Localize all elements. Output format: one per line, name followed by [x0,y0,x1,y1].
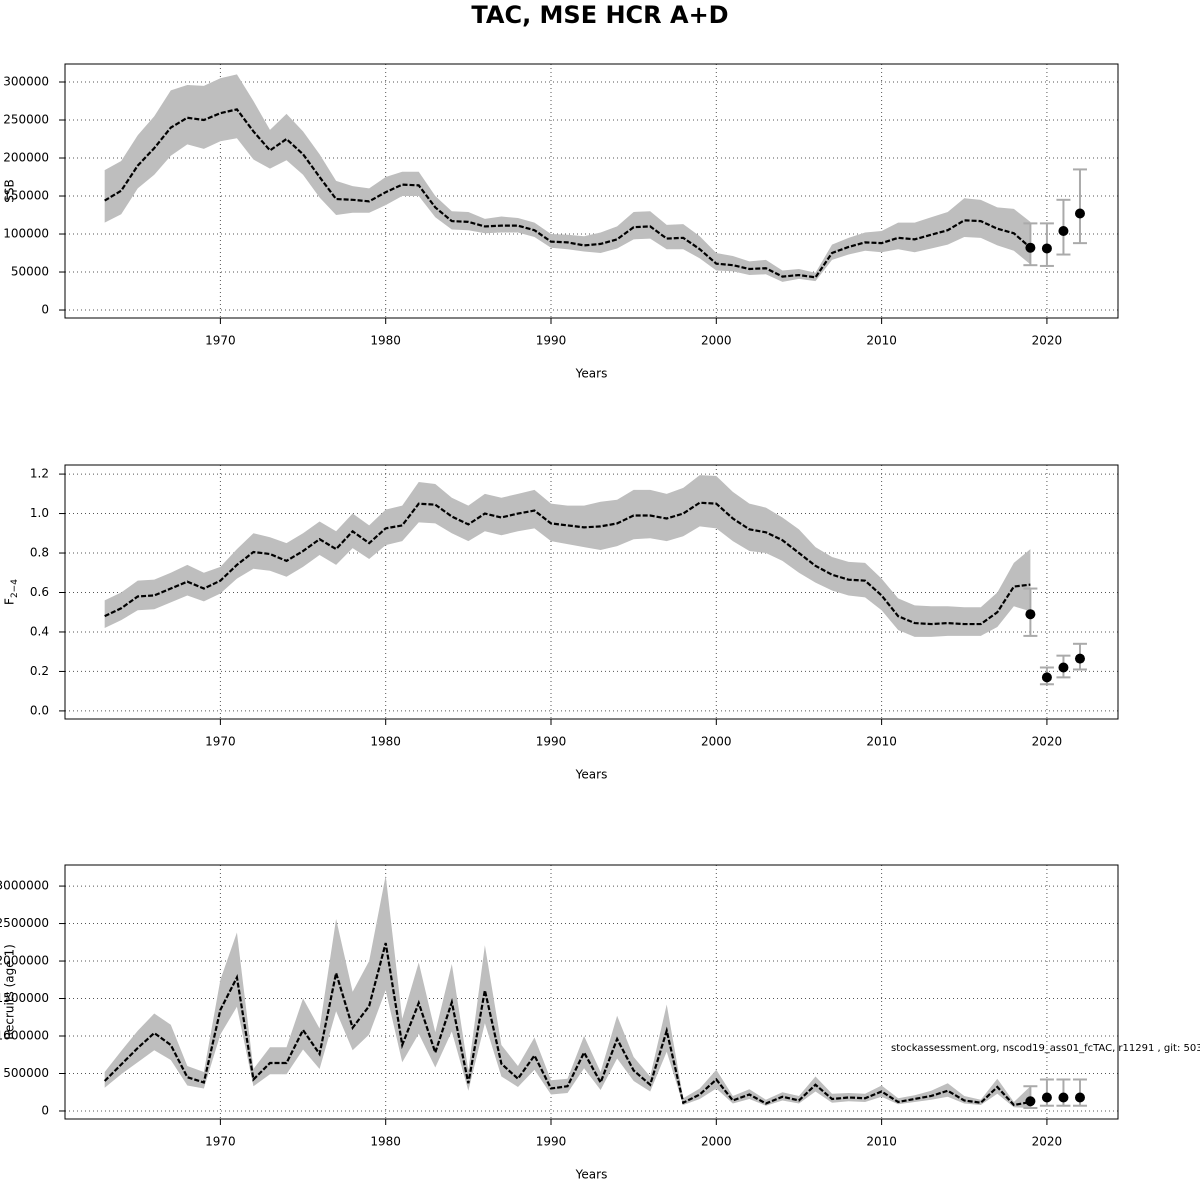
y-tick-label: 100000 [3,227,49,241]
y-tick-label: 0.8 [30,546,49,560]
plot-frame [64,464,1119,720]
y-axis-label-subscript: 2−4 [10,579,20,598]
forecast-point [1074,653,1085,664]
x-tick-label: 2020 [1032,735,1063,749]
estimate-line [104,501,1031,626]
y-tick-label: 200000 [3,151,49,165]
y-tick-label: 1500000 [0,991,49,1005]
y-tick-label: 0.4 [30,624,49,638]
y-tick-label: 0.0 [30,703,49,717]
x-tick-label: 1980 [370,1135,401,1149]
forecast-point [1041,1092,1052,1103]
confidence-band [104,875,1031,1108]
y-tick-label: 2000000 [0,954,49,968]
y-tick-label: 300000 [3,75,49,89]
x-tick-label: 2000 [701,1135,732,1149]
forecast-point [1058,225,1069,236]
y-tick-label: 2500000 [0,916,49,930]
panel: 0 50000 100000 150000 200000 250000 300000 1970… [3,63,1119,381]
y-tick-label: 500000 [3,1066,49,1080]
x-tick-label: 2000 [701,334,732,348]
x-tick-label: 1970 [205,334,236,348]
x-tick-label: 2020 [1032,1135,1063,1149]
plot-frame [64,864,1119,1120]
y-tick-label: 1000000 [0,1029,49,1043]
estimate-line [104,108,1032,279]
x-axis-label: Years [575,367,608,381]
x-tick-label: 1970 [205,1135,236,1149]
x-tick-label: 1990 [536,1135,567,1149]
x-tick-label: 1980 [370,334,401,348]
x-tick-label: 1970 [205,735,236,749]
y-tick-label: 250000 [3,113,49,127]
estimate-line [103,942,1031,1107]
chart-title: TAC, MSE HCR A+D [471,1,728,29]
y-tick-label: 0.6 [30,585,49,599]
y-tick-label: 0 [41,1103,49,1117]
x-tick-label: 2010 [866,1135,897,1149]
x-axis-label: Years [575,768,608,782]
x-axis-label: Years [575,1168,608,1182]
forecast-point [1041,672,1052,683]
x-tick-label: 1990 [536,334,567,348]
forecast-point [1025,609,1036,620]
confidence-band [104,74,1031,282]
forecast-point [1025,1096,1036,1107]
x-tick-label: 2010 [866,735,897,749]
forecast-point [1074,1092,1085,1103]
forecast-point [1041,243,1052,254]
annotation: stockassessment.org, nscod19_ass01_fcTAC… [891,1043,1200,1054]
plot-frame [64,63,1119,319]
forecast-point [1025,242,1036,253]
y-tick-label: 1.2 [30,467,49,481]
panel: 0 500000 1000000 1500000 2000000 2500000 30000… [0,864,1200,1182]
y-tick-label: 0 [41,303,49,317]
x-tick-label: 1980 [370,735,401,749]
y-tick-label: 0.2 [30,664,49,678]
forecast-point [1074,208,1085,219]
y-tick-label: 3000000 [0,879,49,893]
x-tick-label: 2020 [1032,334,1063,348]
y-axis-label: Recruits (age 1) [3,944,17,1040]
y-tick-label: 1.0 [30,506,49,520]
forecast-point [1058,1092,1069,1103]
forecast-point [1058,662,1069,673]
y-axis-label: SSB [3,179,17,202]
y-tick-label: 50000 [11,265,49,279]
x-tick-label: 2000 [701,735,732,749]
x-tick-label: 2010 [866,334,897,348]
confidence-band [104,475,1031,637]
y-tick-label: 150000 [3,189,49,203]
x-tick-label: 1990 [536,735,567,749]
